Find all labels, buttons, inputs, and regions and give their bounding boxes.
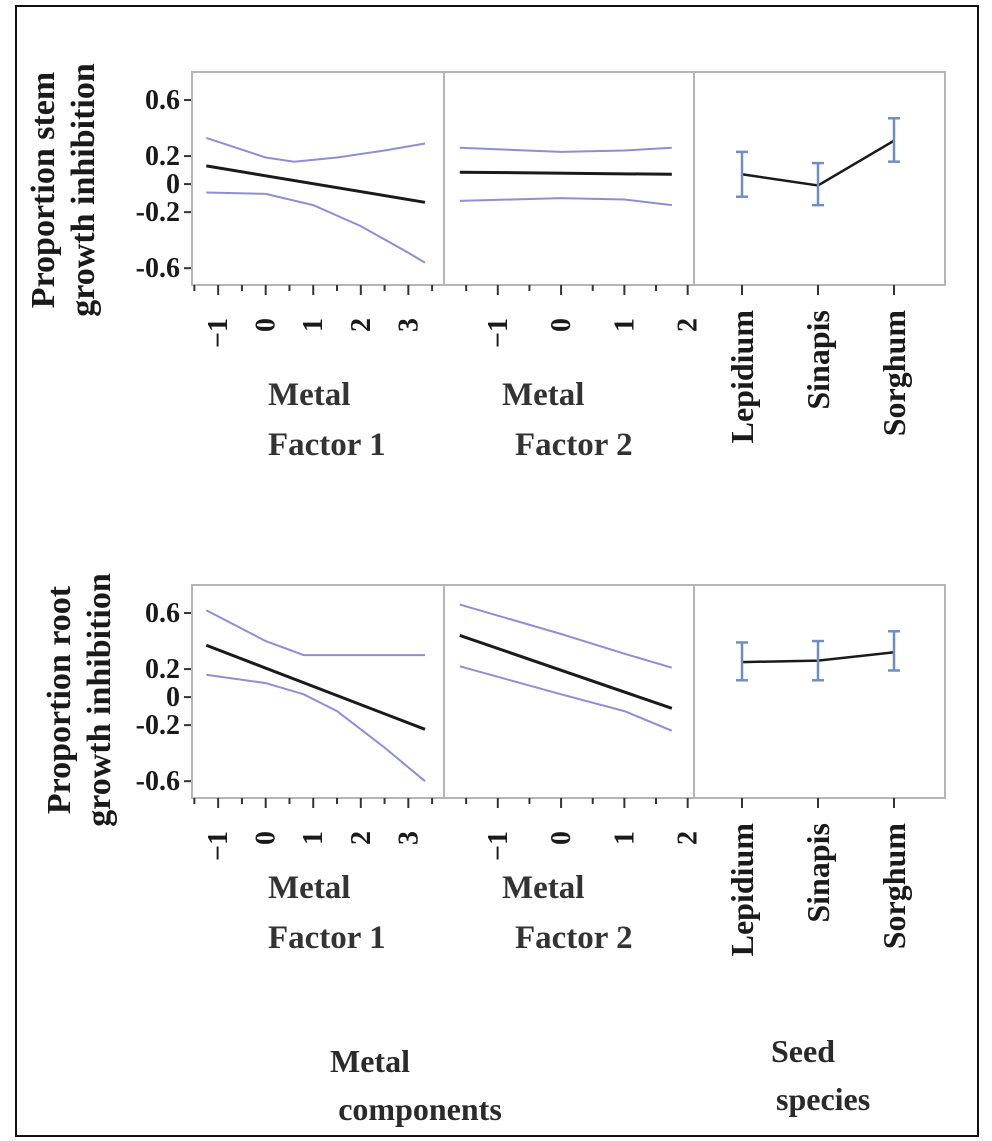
root-mf1-xtick-label: 1 [298, 831, 329, 845]
stem-ytick-label: -0.2 [136, 197, 180, 228]
stem-mf2-xtick-label: 0 [546, 318, 577, 332]
stem-ytick-label: 0 [166, 169, 180, 200]
group-label-seed-line-1: Seed [771, 1033, 835, 1069]
root-panel-mf2: −1 0 1 2 Metal Factor 2 [443, 584, 704, 956]
root-ytick-label: 0.6 [145, 598, 180, 629]
group-label-metal-line-2: components [338, 1091, 502, 1127]
stem-mf2-xlabel-line: Factor 2 [515, 427, 633, 463]
root-mf2-xtick-label: −1 [483, 831, 514, 861]
root-mf1-xtick-label: 2 [346, 831, 377, 845]
stem-mf1-fit-line [206, 164, 426, 204]
root-errorbar-lepidium [736, 641, 748, 682]
root-cat-label-lepidium: Lepidium [724, 823, 760, 957]
stem-panel-mf2: −1 0 1 2 Metal Factor 2 [443, 71, 704, 463]
root-chart: Proportion root growth inhibition 0.60.20-… [41, 573, 946, 957]
root-panel-seed: Lepidium Sinapis Sorghum [693, 584, 946, 957]
root-mf1-xtick-label: −1 [203, 831, 234, 861]
stem-ylabel-line: Proportion stem [25, 72, 62, 308]
root-mf1-upper-band [205, 609, 425, 657]
stem-mf2-xtick-label: −1 [483, 318, 514, 348]
root-cat-label-sorghum: Sorghum [876, 823, 912, 950]
root-mf1-lower-band [206, 673, 426, 782]
stem-ytick-label: 0.6 [145, 85, 180, 116]
group-label-seed-line-2: species [776, 1081, 870, 1117]
root-panel-mf1: −1 0 1 2 3 Metal Factor 1 [191, 584, 445, 956]
stem-cat-label-sorghum: Sorghum [876, 310, 912, 437]
root-ylabel-line: growth inhibition [81, 573, 118, 827]
stem-panel-mf1: −1 0 1 2 3 Metal Factor 1 [191, 71, 445, 463]
root-mf1-xtick-label: 3 [393, 831, 424, 845]
root-mf2-xtick-label: 2 [673, 831, 704, 845]
root-ytick-label: 0 [166, 682, 180, 713]
root-cat-label-sinapis: Sinapis [800, 823, 836, 923]
root-mf2-xtick-label: 0 [546, 831, 577, 845]
root-mf2-fit-line [459, 634, 673, 710]
stem-ytick-label: 0.2 [145, 141, 180, 172]
stem-mf1-xtick-label: 3 [393, 318, 424, 332]
stem-errorbar-lepidium [736, 150, 748, 198]
stem-ylabel-line: growth inhibition [65, 63, 102, 317]
root-mf1-fit-line [205, 643, 426, 731]
root-errorbar-sinapis [812, 639, 824, 682]
stem-mf1-xtick-label: 0 [251, 318, 282, 332]
stem-mf1-xlabel-line: Factor 1 [268, 427, 386, 463]
stem-mf2-fit-line [459, 170, 672, 176]
root-mf1-xlabel-line: Metal [268, 870, 350, 906]
stem-mf1-xtick-label: 1 [298, 318, 329, 332]
root-seed-frame [693, 584, 946, 799]
root-mf2-xlabel-line: Factor 2 [515, 920, 633, 956]
group-label-seed-species: Seed species [771, 1033, 870, 1117]
stem-cat-label-lepidium: Lepidium [724, 310, 760, 444]
stem-mf2-upper-band [459, 146, 672, 153]
stem-mf1-lower-band [206, 191, 426, 264]
root-ytick-label: 0.2 [145, 654, 180, 685]
root-mf2-xlabel-line: Metal [502, 870, 584, 906]
root-mf2-lower-band [459, 665, 673, 732]
stem-errorbar-sinapis [812, 161, 824, 207]
stem-ytick-label: -0.6 [136, 253, 180, 284]
root-ytick-label: -0.6 [136, 766, 180, 797]
stem-cat-label-sinapis: Sinapis [800, 310, 836, 410]
stem-mf1-upper-band [205, 136, 426, 163]
stem-seed-frame [693, 71, 946, 286]
stem-mf1-xlabel-line: Metal [268, 377, 350, 413]
stem-mf1-xtick-label: −1 [203, 318, 234, 348]
stem-chart: Proportion stem growth inhibition 0.60.20-… [25, 63, 946, 463]
stem-panel-seed: Lepidium Sinapis Sorghum [693, 71, 946, 444]
group-label-metal-line-1: Metal [330, 1043, 410, 1079]
stem-errorbar-sorghum [888, 116, 900, 163]
stem-mf2-lower-band [459, 197, 672, 207]
root-mf2-xtick-label: 1 [609, 831, 640, 845]
group-label-metal-components: Metal components [330, 1043, 502, 1127]
stem-mf2-xtick-label: 2 [673, 318, 704, 332]
root-mf1-xtick-label: 0 [251, 831, 282, 845]
stem-mf1-xtick-label: 2 [346, 318, 377, 332]
root-ytick-label: -0.2 [136, 710, 180, 741]
root-mf1-xlabel-line: Factor 1 [268, 920, 386, 956]
stem-mf2-xtick-label: 1 [609, 318, 640, 332]
stem-mf2-xlabel-line: Metal [502, 377, 584, 413]
root-ylabel-line: Proportion root [41, 585, 78, 814]
root-mf2-upper-band [459, 603, 673, 669]
root-errorbar-sorghum [888, 629, 900, 672]
